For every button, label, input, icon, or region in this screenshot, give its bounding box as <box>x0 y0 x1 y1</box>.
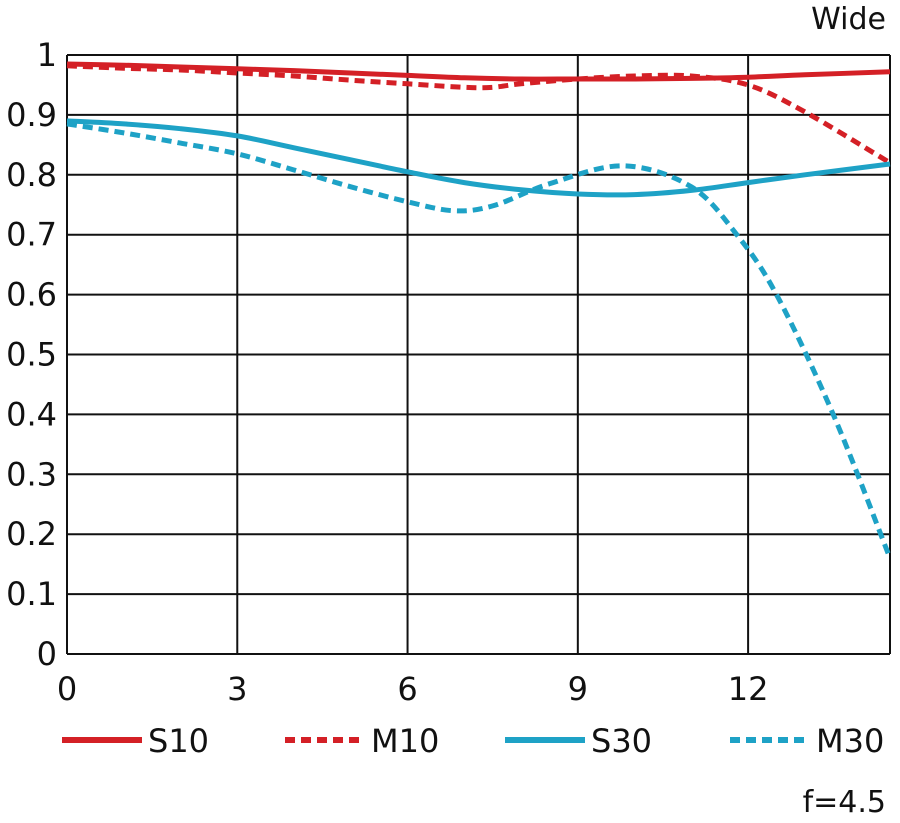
y-tick-label: 1 <box>37 36 57 74</box>
x-tick-label: 3 <box>227 670 247 708</box>
y-tick-label: 0.7 <box>6 216 57 254</box>
y-tick-label: 0.1 <box>6 575 57 613</box>
x-tick-label: 6 <box>397 670 417 708</box>
tick-labels: 0 0.1 0.2 0.3 0.4 0.5 0.6 0.7 0.8 0.9 1 0 3 6 9 12 <box>6 36 768 708</box>
y-tick-label: 0.8 <box>6 156 57 194</box>
legend-label-s30: S30 <box>591 722 652 760</box>
x-tick-label: 0 <box>57 670 77 708</box>
y-tick-label: 0.2 <box>6 515 57 553</box>
legend: S10 M10 S30 M30 <box>62 722 884 760</box>
x-tick-label: 12 <box>728 670 769 708</box>
y-tick-label: 0.5 <box>6 336 57 374</box>
series-line-m10 <box>66 63 892 165</box>
y-tick-label: 0.9 <box>6 96 57 134</box>
series-lines <box>66 61 893 560</box>
grid <box>66 54 891 655</box>
legend-label-s10: S10 <box>148 722 209 760</box>
series-line-s10 <box>66 61 891 82</box>
series-line-s30 <box>66 118 891 198</box>
y-tick-label: 0 <box>37 635 57 673</box>
legend-label-m30: M30 <box>816 722 884 760</box>
aperture-note: f=4.5 <box>803 785 886 820</box>
x-tick-label: 9 <box>568 670 588 708</box>
chart-title: Wide <box>811 2 886 37</box>
y-tick-label: 0.6 <box>6 276 57 314</box>
y-tick-label: 0.4 <box>6 395 57 433</box>
y-tick-label: 0.3 <box>6 455 57 493</box>
legend-label-m10: M10 <box>371 722 439 760</box>
series-line-m30 <box>66 121 893 560</box>
